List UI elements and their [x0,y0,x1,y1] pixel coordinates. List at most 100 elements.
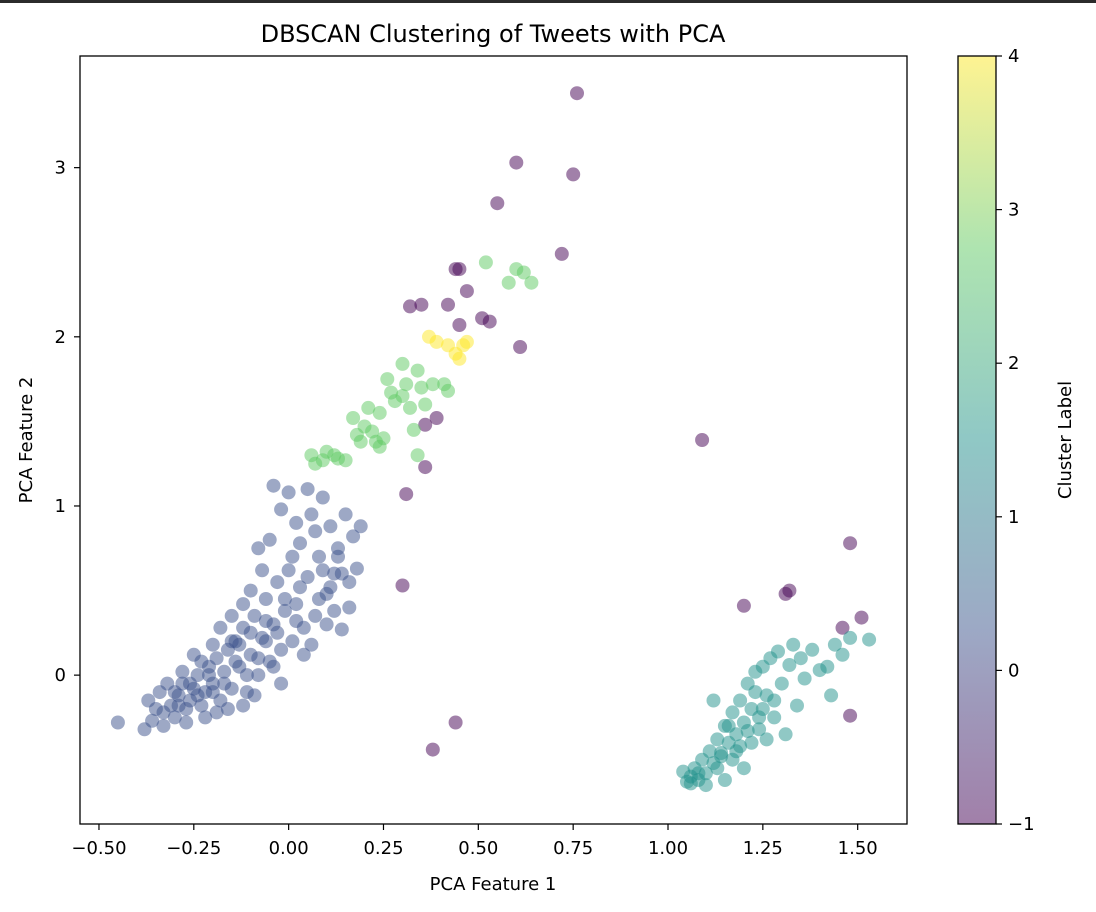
data-point [395,578,410,593]
data-point [429,334,444,349]
data-point [145,713,160,728]
data-point [395,389,410,403]
data-point [346,529,361,544]
data-point [414,380,429,395]
data-point [748,685,763,700]
data-point [202,668,216,683]
data-point [410,448,425,463]
data-point [262,532,277,547]
data-point [835,647,850,662]
data-point [755,702,770,716]
data-point [258,592,273,606]
data-point [285,549,300,564]
data-point [247,688,262,703]
data-point [251,651,266,666]
data-point [843,630,858,645]
data-point [342,600,357,615]
data-point [820,659,835,674]
data-point [289,597,304,612]
data-point [353,434,368,449]
data-point [312,592,326,606]
data-point [702,744,717,759]
data-point [349,561,364,576]
x-tick-label: −0.50 [71,838,126,859]
data-point [236,597,251,612]
data-point [213,620,228,635]
data-point [786,637,801,652]
data-point [805,642,820,657]
data-point [331,549,345,564]
data-point [418,417,433,432]
x-tick-label: 0.25 [363,838,403,859]
data-point [274,502,289,517]
data-point [243,625,258,640]
x-axis-ticks: −0.50 −0.25 0.00 0.25 0.50 0.75 1.00 1.25 1.50 [71,824,878,859]
data-point [266,659,281,674]
data-point [459,334,474,349]
y-tick-label: 2 [55,327,66,348]
data-point [771,644,785,659]
data-point [334,622,349,637]
data-point [490,196,505,211]
data-point [782,658,797,672]
x-tick-label: 0.50 [458,838,498,859]
y-axis-label: PCA Feature 2 [16,377,37,504]
data-point [554,246,569,261]
data-point [171,698,186,713]
data-point [251,668,266,683]
x-tick-label: 1.00 [648,838,688,859]
y-tick-label: 1 [55,496,66,517]
data-point [399,377,414,392]
data-point [418,460,433,475]
data-point [706,693,721,708]
data-point [683,776,698,791]
data-point [285,634,300,649]
data-point [478,255,493,270]
data-point [334,566,349,581]
data-point [209,651,224,666]
y-tick-label: 0 [55,665,66,686]
data-point [236,698,251,713]
data-point [270,575,285,590]
data-point [744,735,759,750]
data-point [372,405,387,420]
data-point [243,583,258,598]
data-point [733,693,748,708]
data-point [425,377,440,392]
data-point [141,693,156,708]
data-point [281,563,296,578]
data-point [793,651,808,666]
data-point [717,773,732,787]
data-point [395,356,410,371]
data-point [790,698,804,713]
data-point [308,524,323,539]
data-point [736,598,751,613]
data-point [205,637,220,652]
data-point [312,549,326,564]
data-point [266,478,281,493]
data-point [217,676,232,691]
data-point [160,676,175,691]
colorbar [957,55,997,825]
data-point [289,614,304,628]
colorbar-tick-label: 0 [1008,660,1019,681]
data-point [399,487,414,502]
data-point [179,715,194,730]
data-point [441,383,455,398]
chart-title: DBSCAN Clustering of Tweets with PCA [261,20,726,48]
x-tick-label: 1.25 [743,838,783,859]
data-point [459,284,474,299]
data-point [296,647,311,662]
x-tick-label: 1.50 [838,838,878,859]
data-point [410,363,425,378]
data-point [733,739,748,754]
x-tick-label: −0.25 [166,838,221,859]
data-point [827,637,842,652]
data-point [194,654,209,669]
data-point [255,563,270,578]
data-point [183,676,197,691]
data-point [854,610,869,625]
data-point [338,507,353,522]
data-point [740,724,755,738]
data-point [304,637,319,652]
